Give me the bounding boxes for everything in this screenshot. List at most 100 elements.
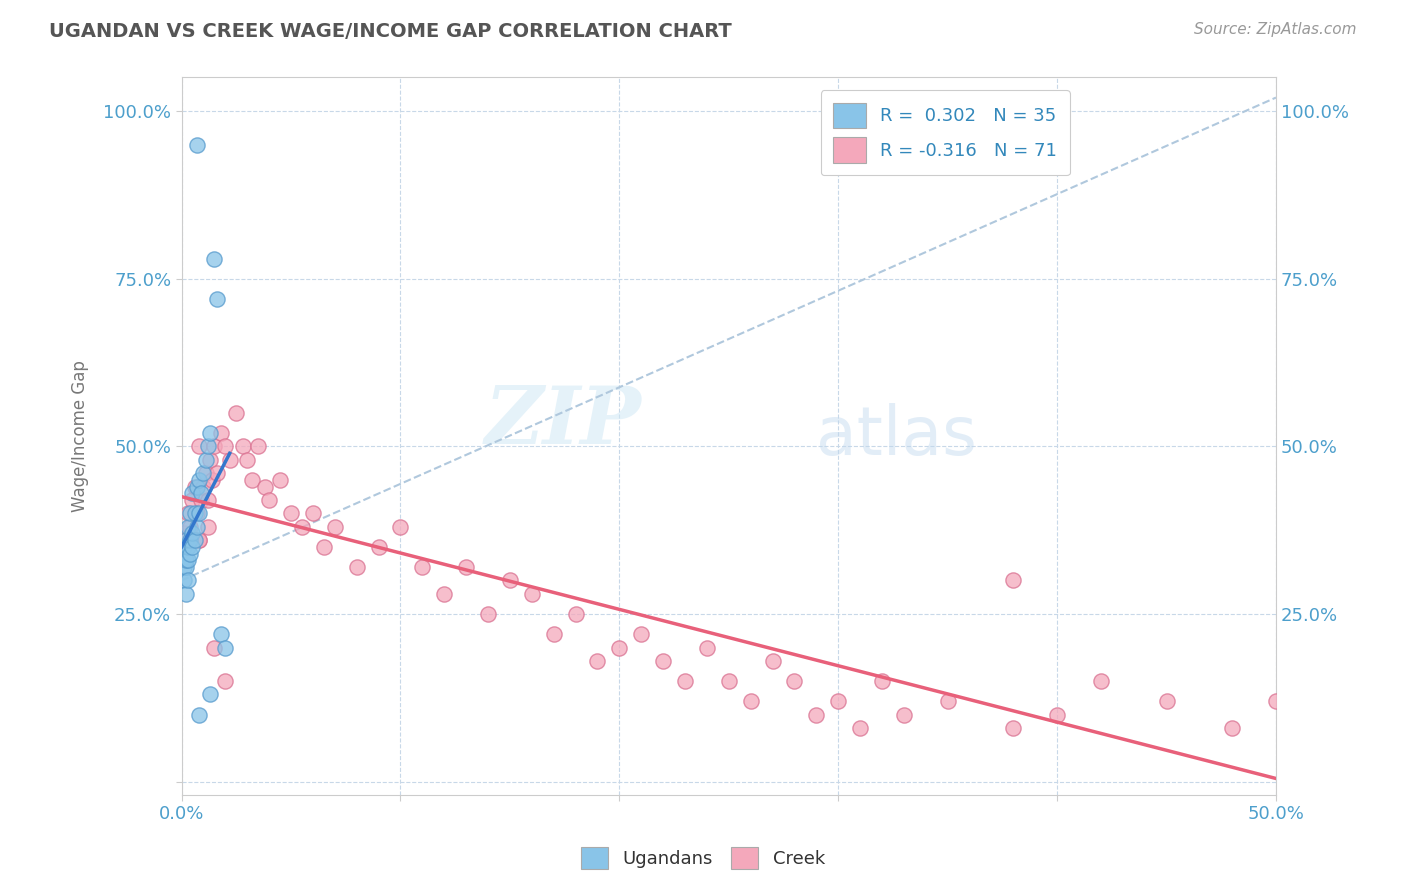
Y-axis label: Wage/Income Gap: Wage/Income Gap: [72, 360, 89, 512]
Point: [177, 574, 200, 588]
Point: [253, 479, 276, 493]
Point: [1220, 721, 1243, 735]
Point: [214, 640, 236, 655]
Point: [564, 607, 586, 621]
Point: [673, 674, 696, 689]
Point: [586, 654, 609, 668]
Point: [177, 540, 200, 554]
Point: [181, 540, 204, 554]
Point: [183, 507, 205, 521]
Point: [179, 547, 201, 561]
Point: [193, 466, 215, 480]
Point: [188, 533, 211, 548]
Point: [188, 707, 211, 722]
Point: [1090, 674, 1112, 689]
Point: [1046, 707, 1069, 722]
Point: [174, 560, 197, 574]
Point: [1002, 574, 1025, 588]
Point: [477, 607, 499, 621]
Point: [214, 674, 236, 689]
Point: [291, 520, 314, 534]
Point: [198, 425, 221, 440]
Point: [174, 587, 197, 601]
Point: [870, 674, 893, 689]
Text: UGANDAN VS CREEK WAGE/INCOME GAP CORRELATION CHART: UGANDAN VS CREEK WAGE/INCOME GAP CORRELA…: [49, 22, 733, 41]
Point: [188, 533, 211, 548]
Point: [179, 507, 201, 521]
Point: [173, 540, 195, 554]
Point: [280, 507, 302, 521]
Point: [193, 479, 215, 493]
Point: [893, 707, 915, 722]
Point: [188, 507, 211, 521]
Point: [202, 640, 225, 655]
Point: [194, 452, 217, 467]
Point: [197, 520, 219, 534]
Point: [389, 520, 412, 534]
Point: [696, 640, 718, 655]
Point: [1265, 694, 1288, 708]
Point: [236, 452, 259, 467]
Point: [201, 473, 224, 487]
Point: [190, 486, 212, 500]
Point: [806, 707, 828, 722]
Point: [173, 526, 195, 541]
Point: [214, 439, 236, 453]
Point: [198, 452, 221, 467]
Point: [179, 520, 201, 534]
Point: [186, 479, 208, 493]
Point: [257, 492, 280, 507]
Point: [197, 439, 219, 453]
Point: [174, 533, 197, 548]
Point: [232, 439, 254, 453]
Legend: R =  0.302   N = 35, R = -0.316   N = 71: R = 0.302 N = 35, R = -0.316 N = 71: [821, 90, 1070, 176]
Point: [783, 674, 806, 689]
Point: [181, 526, 204, 541]
Text: Source: ZipAtlas.com: Source: ZipAtlas.com: [1194, 22, 1357, 37]
Point: [205, 292, 228, 306]
Point: [520, 587, 543, 601]
Point: [652, 654, 675, 668]
Point: [240, 473, 263, 487]
Point: [827, 694, 849, 708]
Point: [174, 533, 197, 548]
Point: [499, 574, 522, 588]
Point: [225, 406, 247, 420]
Point: [936, 694, 959, 708]
Point: [188, 473, 211, 487]
Point: [173, 560, 195, 574]
Point: [607, 640, 630, 655]
Point: [183, 479, 205, 493]
Point: [717, 674, 740, 689]
Point: [312, 540, 335, 554]
Text: ZIP: ZIP: [484, 384, 641, 460]
Point: [181, 486, 204, 500]
Point: [174, 553, 197, 567]
Point: [186, 137, 208, 152]
Point: [302, 507, 325, 521]
Point: [183, 533, 205, 548]
Point: [269, 473, 291, 487]
Point: [740, 694, 762, 708]
Point: [181, 492, 204, 507]
Point: [202, 439, 225, 453]
Point: [247, 439, 270, 453]
Point: [202, 252, 225, 266]
Point: [323, 520, 346, 534]
Point: [194, 466, 217, 480]
Point: [209, 627, 232, 641]
Point: [177, 520, 200, 534]
Point: [1002, 721, 1025, 735]
Point: [177, 553, 200, 567]
Point: [198, 688, 221, 702]
Text: atlas: atlas: [817, 403, 977, 469]
Point: [179, 533, 201, 548]
Point: [411, 560, 433, 574]
Point: [761, 654, 783, 668]
Point: [849, 721, 872, 735]
Point: [1156, 694, 1178, 708]
Point: [543, 627, 565, 641]
Point: [190, 492, 212, 507]
Point: [186, 520, 208, 534]
Point: [218, 452, 240, 467]
